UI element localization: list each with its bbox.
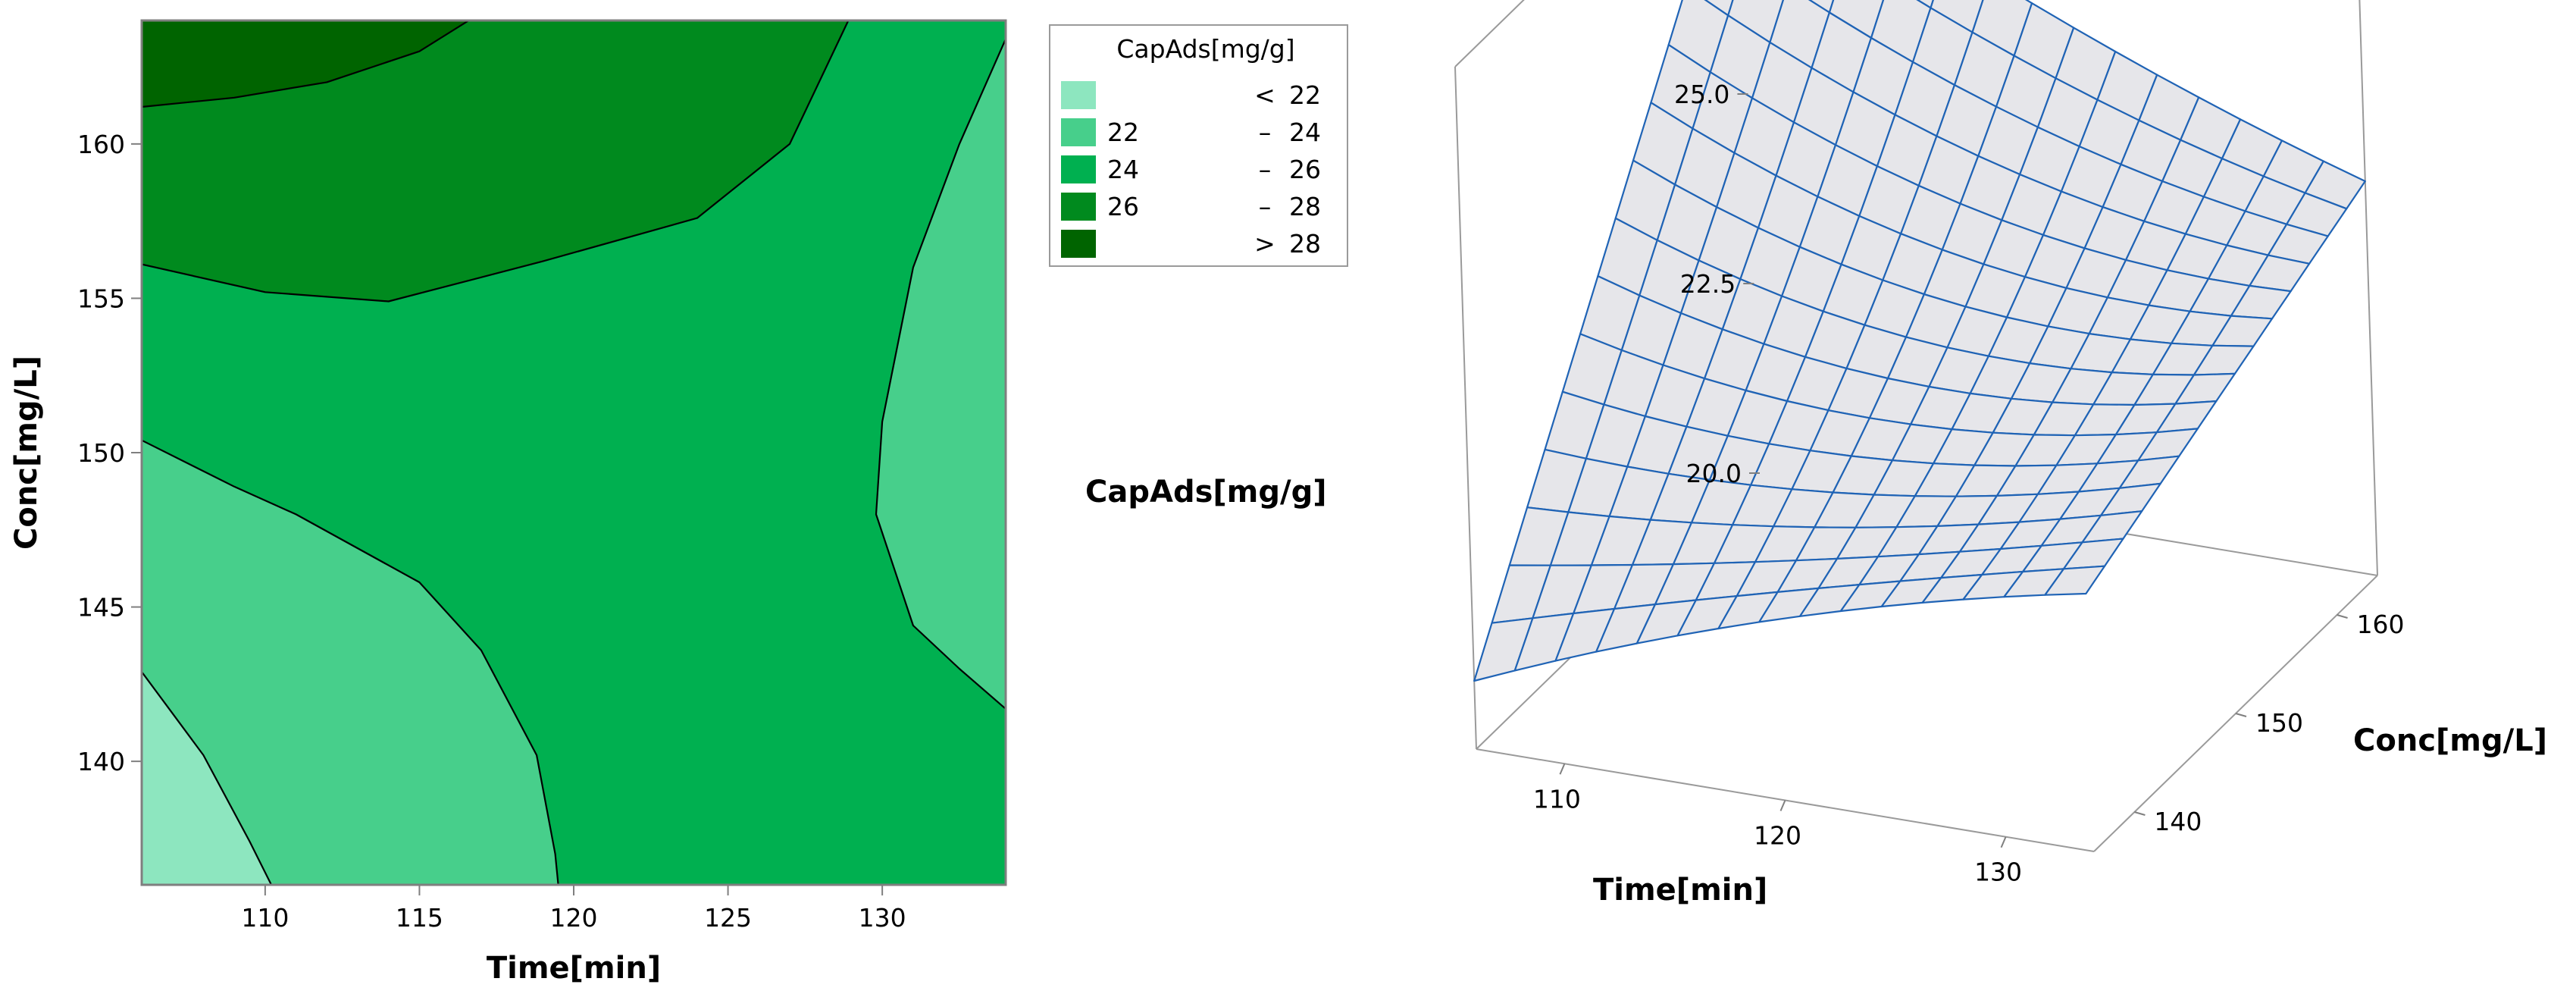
legend-title: CapAds[mg/g] xyxy=(1116,34,1294,64)
contour-y-ticks: 140 145 150 155 160 xyxy=(77,130,142,776)
contour-regions xyxy=(142,20,1006,885)
legend-swatch xyxy=(1061,230,1096,258)
surface-y-axis-title: Conc[mg/L] xyxy=(2353,723,2547,758)
contour-x-tick-label: 130 xyxy=(859,903,906,933)
surface-y-ticks: 140 150 160 xyxy=(2134,610,2405,836)
surface-box-edge xyxy=(1454,66,1477,750)
contour-y-tick-label: 155 xyxy=(77,284,125,313)
legend-operator: – xyxy=(1259,155,1272,184)
legend-swatch xyxy=(1061,155,1096,183)
legend-upper: 22 xyxy=(1289,80,1321,110)
legend-operator: > xyxy=(1254,229,1275,259)
contour-region-1 xyxy=(142,20,850,303)
contour-x-axis-title: Time[min] xyxy=(487,951,661,986)
surface-y-tick-label: 140 xyxy=(2154,807,2202,836)
contour-region-3 xyxy=(142,439,559,885)
legend-operator: – xyxy=(1259,118,1272,147)
legend-frame xyxy=(1049,24,1348,267)
surface-x-ticks: 110 120 130 xyxy=(1533,763,2022,887)
surface-mesh xyxy=(1473,0,2366,682)
surface-y-tick-mark xyxy=(2134,811,2146,816)
contour-y-tick-label: 150 xyxy=(77,438,125,468)
legend-upper: 28 xyxy=(1289,229,1321,259)
surface-box-edge xyxy=(1454,0,1525,67)
legend-operator: – xyxy=(1259,192,1272,221)
legend-upper: 24 xyxy=(1289,118,1321,147)
surface-y-tick-mark xyxy=(2337,614,2348,619)
surface-z-tick-label: 20.0 xyxy=(1686,459,1742,488)
surface-z-tick-label: 22.5 xyxy=(1680,269,1736,299)
contour-region-4 xyxy=(875,38,1006,710)
legend-lower: 24 xyxy=(1107,155,1139,184)
contour-region-2 xyxy=(142,20,470,108)
contour-x-tick-label: 125 xyxy=(704,903,752,933)
legend-swatch xyxy=(1061,193,1096,221)
contour-y-tick-label: 145 xyxy=(77,593,125,622)
surface-box-edge xyxy=(2358,0,2378,576)
contour-y-axis-title: Conc[mg/L] xyxy=(9,356,44,550)
legend-lower: 26 xyxy=(1107,192,1139,221)
legend-lower: 22 xyxy=(1107,118,1139,147)
legend-upper: 26 xyxy=(1289,155,1321,184)
surface-z-tick-label: 25.0 xyxy=(1674,80,1729,109)
surface-z-axis-title: CapAds[mg/g] xyxy=(1085,475,1327,510)
surface-x-tick-mark xyxy=(1779,800,1786,811)
contour-y-tick-label: 160 xyxy=(77,130,125,159)
surface-x-tick-mark xyxy=(1559,763,1566,775)
contour-x-tick-label: 115 xyxy=(396,903,443,933)
surface-y-tick-label: 160 xyxy=(2357,610,2405,639)
contour-x-tick-label: 110 xyxy=(241,903,289,933)
legend-operator: < xyxy=(1254,80,1275,110)
contour-x-ticks: 110 115 120 125 130 xyxy=(241,885,906,933)
contour-region-5 xyxy=(142,670,273,885)
surface-x-tick-label: 110 xyxy=(1533,784,1581,814)
surface-y-tick-label: 150 xyxy=(2255,708,2303,738)
surface-x-tick-label: 130 xyxy=(1974,858,2022,887)
contour-y-tick-label: 140 xyxy=(77,747,125,776)
contour-x-tick-label: 120 xyxy=(550,903,598,933)
legend-swatch xyxy=(1061,81,1096,109)
legend-upper: 28 xyxy=(1289,192,1321,221)
surface-x-axis-title: Time[min] xyxy=(1593,873,1767,908)
surface-mesh-cell xyxy=(2044,565,2106,596)
legend-swatch xyxy=(1061,118,1096,146)
surface-x-tick-label: 120 xyxy=(1754,821,1801,851)
contour-plot: 110 115 120 125 130 140 145 150 155 160 Time[min… xyxy=(9,19,1007,986)
surface-x-tick-mark xyxy=(2000,836,2007,848)
surface-y-tick-mark xyxy=(2235,713,2247,717)
surface-z-ticks: 20.022.525.027.5 xyxy=(1674,80,1760,488)
